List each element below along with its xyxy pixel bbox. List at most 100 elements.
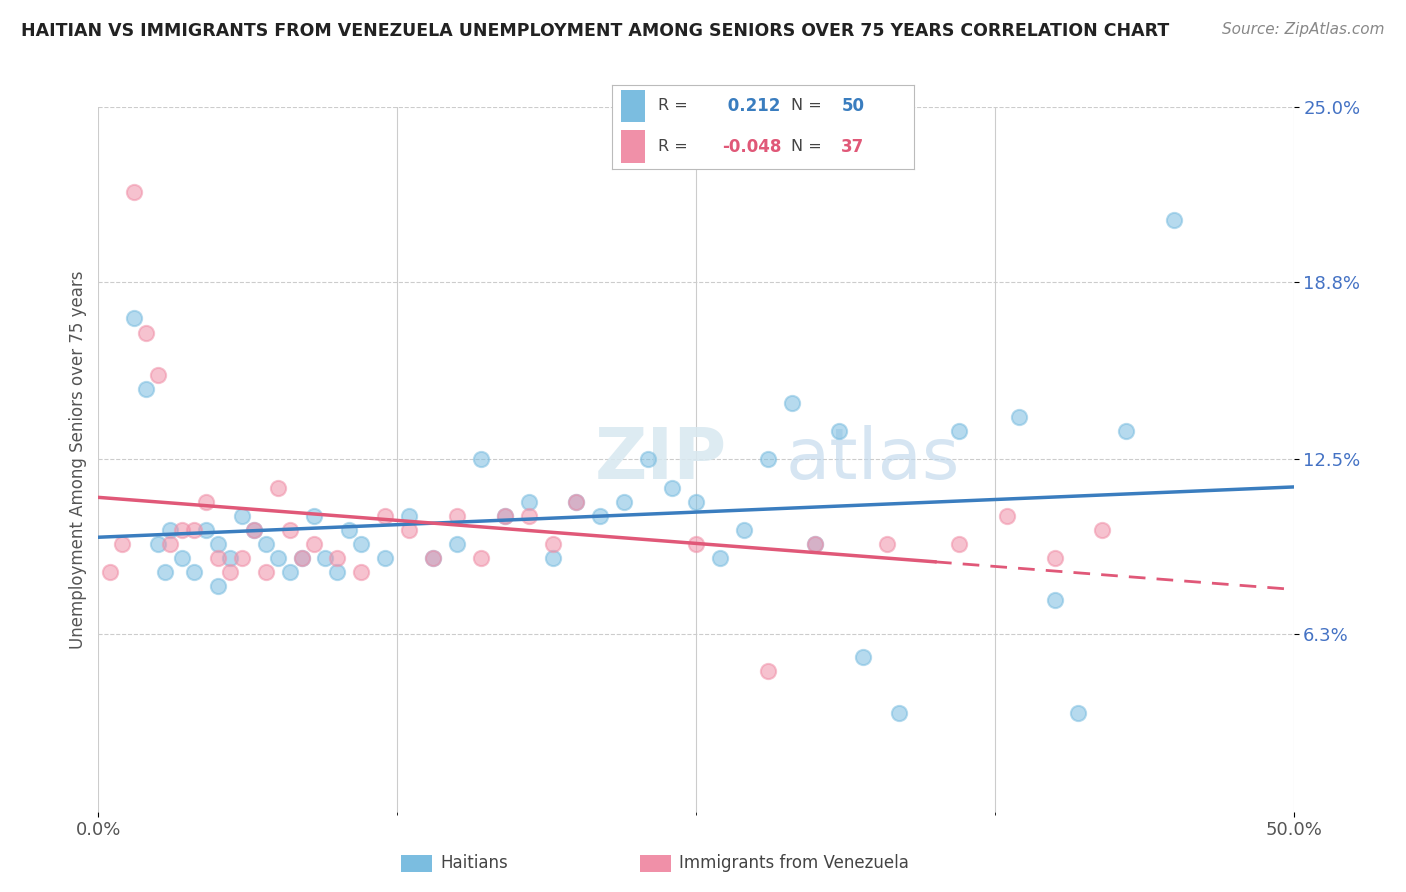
Point — [302, 508, 325, 523]
Point — [1043, 593, 1066, 607]
Point — [637, 452, 659, 467]
Point — [494, 508, 516, 523]
Point — [1067, 706, 1090, 720]
Point — [195, 494, 218, 508]
Point — [852, 649, 875, 664]
Point — [613, 494, 636, 508]
Point — [148, 368, 170, 382]
Text: Haitians: Haitians — [440, 855, 508, 872]
Point — [828, 424, 851, 438]
Point — [374, 508, 396, 523]
Point — [98, 565, 122, 579]
Point — [422, 551, 444, 566]
Point — [995, 508, 1018, 523]
Point — [374, 551, 396, 566]
Point — [541, 537, 564, 551]
Point — [948, 537, 970, 551]
Point — [219, 551, 242, 566]
Point — [172, 551, 194, 566]
Text: HAITIAN VS IMMIGRANTS FROM VENEZUELA UNEMPLOYMENT AMONG SENIORS OVER 75 YEARS CO: HAITIAN VS IMMIGRANTS FROM VENEZUELA UNE… — [21, 22, 1170, 40]
Bar — [620, 130, 645, 162]
Point — [207, 537, 229, 551]
Point — [172, 523, 194, 537]
Point — [565, 494, 588, 508]
Point — [267, 551, 290, 566]
Point — [350, 537, 373, 551]
Point — [541, 551, 564, 566]
Point — [278, 523, 301, 537]
Text: R =: R = — [658, 98, 688, 113]
Point — [254, 537, 277, 551]
Point — [231, 508, 253, 523]
Point — [446, 537, 468, 551]
Point — [243, 523, 266, 537]
Text: ZIP: ZIP — [595, 425, 727, 494]
Point — [155, 565, 177, 579]
Point — [889, 706, 911, 720]
Point — [780, 396, 803, 410]
Point — [159, 537, 181, 551]
Point — [278, 565, 301, 579]
Point — [494, 508, 516, 523]
Text: atlas: atlas — [786, 425, 960, 494]
Point — [1115, 424, 1137, 438]
Point — [685, 537, 707, 551]
Point — [111, 537, 134, 551]
Point — [685, 494, 707, 508]
Point — [804, 537, 827, 551]
Point — [231, 551, 253, 566]
Point — [291, 551, 314, 566]
Point — [733, 523, 755, 537]
Point — [326, 551, 349, 566]
Text: Immigrants from Venezuela: Immigrants from Venezuela — [679, 855, 908, 872]
Point — [302, 537, 325, 551]
Text: 50: 50 — [841, 97, 865, 115]
Point — [398, 523, 420, 537]
Point — [661, 481, 683, 495]
Point — [948, 424, 970, 438]
Point — [1163, 212, 1185, 227]
Y-axis label: Unemployment Among Seniors over 75 years: Unemployment Among Seniors over 75 years — [69, 270, 87, 648]
Point — [804, 537, 827, 551]
Point — [124, 185, 146, 199]
Point — [124, 311, 146, 326]
Text: Source: ZipAtlas.com: Source: ZipAtlas.com — [1222, 22, 1385, 37]
Point — [446, 508, 468, 523]
Point — [183, 565, 205, 579]
Point — [470, 551, 492, 566]
Point — [565, 494, 588, 508]
Point — [1008, 410, 1031, 425]
Point — [709, 551, 731, 566]
Text: 37: 37 — [841, 137, 865, 155]
Text: N =: N = — [792, 98, 823, 113]
Point — [517, 508, 540, 523]
Point — [254, 565, 277, 579]
Point — [876, 537, 898, 551]
Point — [207, 551, 229, 566]
Text: R =: R = — [658, 139, 688, 154]
Point — [135, 382, 157, 396]
Point — [398, 508, 420, 523]
Point — [183, 523, 205, 537]
Point — [470, 452, 492, 467]
Point — [195, 523, 218, 537]
Point — [339, 523, 361, 537]
Bar — [620, 90, 645, 122]
Point — [148, 537, 170, 551]
Point — [326, 565, 349, 579]
Point — [243, 523, 266, 537]
Point — [135, 326, 157, 340]
Point — [219, 565, 242, 579]
Point — [1043, 551, 1066, 566]
Text: 0.212: 0.212 — [721, 97, 780, 115]
Point — [589, 508, 612, 523]
Point — [1091, 523, 1114, 537]
Point — [350, 565, 373, 579]
Point — [422, 551, 444, 566]
Point — [207, 579, 229, 593]
Point — [756, 664, 779, 678]
Point — [315, 551, 337, 566]
Text: -0.048: -0.048 — [721, 137, 782, 155]
Point — [291, 551, 314, 566]
Point — [517, 494, 540, 508]
